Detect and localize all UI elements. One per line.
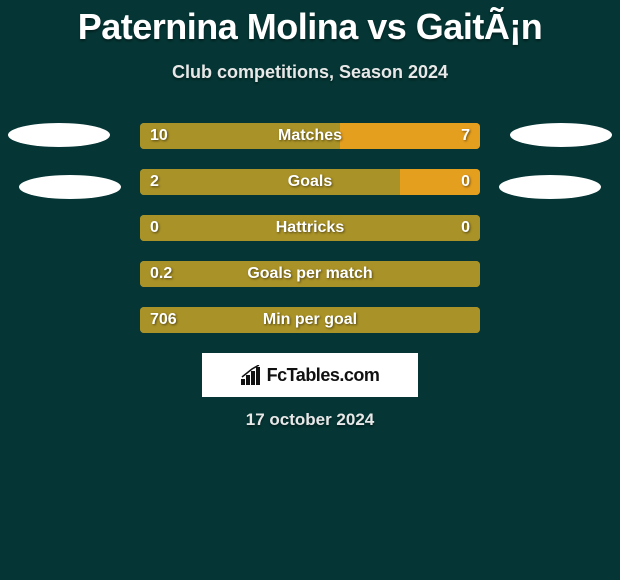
chart-icon: [241, 365, 263, 385]
stat-right-value: 0: [461, 169, 470, 195]
source-logo: FcTables.com: [202, 353, 418, 397]
stat-right-value: 7: [461, 123, 470, 149]
page-subtitle: Club competitions, Season 2024: [0, 62, 620, 83]
stat-label: Min per goal: [140, 307, 480, 333]
stat-row: 10 Matches 7: [0, 123, 620, 169]
stat-label: Matches: [140, 123, 480, 149]
stat-label: Goals: [140, 169, 480, 195]
stat-row: 0.2 Goals per match: [0, 261, 620, 307]
stats-rows: 10 Matches 7 2 Goals 0 0 Hattricks 0: [0, 123, 620, 353]
logo-inner: FcTables.com: [241, 365, 380, 386]
stat-label: Goals per match: [140, 261, 480, 287]
date-text: 17 october 2024: [0, 410, 620, 430]
stat-row: 0 Hattricks 0: [0, 215, 620, 261]
comparison-card: Paternina Molina vs GaitÃ¡n Club competi…: [0, 0, 620, 580]
stat-row: 2 Goals 0: [0, 169, 620, 215]
stat-right-value: 0: [461, 215, 470, 241]
logo-text: FcTables.com: [267, 365, 380, 386]
stat-label: Hattricks: [140, 215, 480, 241]
stat-row: 706 Min per goal: [0, 307, 620, 353]
page-title: Paternina Molina vs GaitÃ¡n: [0, 0, 620, 48]
